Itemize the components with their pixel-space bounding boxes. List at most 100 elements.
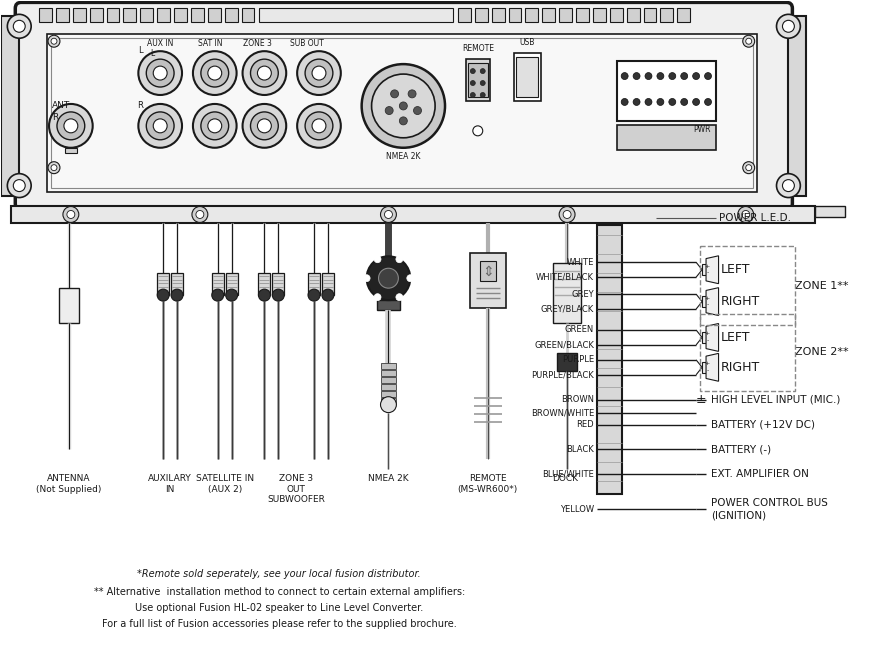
Text: POWER CONTROL BUS
(IGNITION): POWER CONTROL BUS (IGNITION) — [711, 498, 828, 520]
Text: WHITE: WHITE — [567, 258, 594, 267]
Bar — [557, 353, 577, 371]
Circle shape — [363, 275, 370, 282]
Bar — [644, 8, 656, 22]
Text: LEFT: LEFT — [721, 331, 751, 344]
Bar — [660, 8, 674, 22]
Circle shape — [312, 66, 326, 80]
Bar — [597, 225, 622, 495]
Text: NMEA 2K: NMEA 2K — [368, 474, 409, 484]
Bar — [322, 273, 334, 295]
Circle shape — [139, 51, 182, 95]
Bar — [480, 262, 496, 281]
Bar — [517, 57, 538, 97]
Text: AUX IN: AUX IN — [147, 39, 174, 48]
Circle shape — [743, 162, 755, 174]
Text: RIGHT: RIGHT — [721, 361, 760, 374]
Bar — [89, 8, 103, 22]
Circle shape — [7, 174, 32, 197]
Circle shape — [621, 73, 628, 80]
Text: RED: RED — [576, 420, 594, 429]
Circle shape — [743, 35, 755, 47]
Circle shape — [372, 74, 435, 138]
Text: ZONE 3
OUT
SUBWOOFER: ZONE 3 OUT SUBWOOFER — [267, 474, 325, 504]
Bar — [702, 361, 706, 373]
Circle shape — [297, 104, 341, 148]
Bar — [458, 8, 471, 22]
Bar — [124, 8, 136, 22]
Bar — [47, 34, 757, 191]
Circle shape — [657, 99, 664, 105]
Circle shape — [470, 80, 475, 86]
Text: L: L — [138, 46, 143, 55]
Text: GREEN: GREEN — [565, 326, 594, 334]
Bar — [700, 313, 795, 391]
Circle shape — [379, 268, 398, 288]
Circle shape — [645, 99, 652, 105]
Circle shape — [64, 119, 78, 133]
Circle shape — [560, 206, 575, 223]
Bar — [617, 125, 716, 150]
Circle shape — [51, 165, 57, 171]
Text: ** Alternative  installation method to connect to certain external amplifiers:: ** Alternative installation method to co… — [94, 587, 465, 597]
Circle shape — [57, 112, 85, 140]
Bar — [627, 8, 639, 22]
Bar — [553, 263, 581, 323]
Text: SUB OUT: SUB OUT — [290, 39, 324, 48]
Polygon shape — [706, 256, 718, 284]
Text: REMOTE: REMOTE — [462, 44, 494, 53]
Circle shape — [367, 256, 410, 300]
Circle shape — [481, 93, 485, 97]
Circle shape — [208, 119, 222, 133]
Text: SAT IN: SAT IN — [197, 39, 222, 48]
Text: BLACK: BLACK — [567, 445, 594, 454]
Bar — [211, 273, 224, 295]
Circle shape — [414, 106, 422, 114]
Circle shape — [13, 20, 25, 32]
Circle shape — [308, 289, 320, 301]
Circle shape — [390, 90, 398, 98]
Circle shape — [193, 51, 237, 95]
Bar — [492, 8, 504, 22]
Bar — [260, 8, 453, 22]
Text: R: R — [138, 101, 143, 110]
Bar — [107, 8, 119, 22]
Bar — [702, 264, 706, 275]
Circle shape — [243, 51, 286, 95]
Circle shape — [693, 73, 700, 80]
Circle shape — [776, 14, 801, 38]
Text: R: R — [52, 113, 58, 122]
Bar — [466, 59, 489, 101]
Circle shape — [201, 112, 229, 140]
Circle shape — [7, 14, 32, 38]
Bar — [140, 8, 153, 22]
Bar — [51, 38, 752, 188]
Bar — [702, 296, 706, 307]
Text: +: + — [705, 295, 710, 300]
Circle shape — [399, 102, 407, 110]
Circle shape — [67, 210, 75, 219]
Text: BROWN: BROWN — [561, 395, 594, 404]
Bar — [381, 363, 396, 369]
Circle shape — [621, 99, 628, 105]
Circle shape — [563, 210, 571, 219]
Text: POWER L.E.D.: POWER L.E.D. — [719, 214, 791, 223]
Circle shape — [258, 119, 271, 133]
Circle shape — [481, 69, 485, 73]
Circle shape — [633, 99, 640, 105]
Circle shape — [470, 93, 475, 97]
Circle shape — [742, 210, 750, 219]
Circle shape — [374, 256, 381, 263]
Circle shape — [396, 294, 403, 300]
Bar — [225, 8, 238, 22]
Bar — [191, 8, 203, 22]
Circle shape — [49, 104, 93, 148]
Text: +: + — [705, 332, 710, 336]
Circle shape — [381, 206, 396, 223]
Circle shape — [225, 289, 238, 301]
Bar — [157, 273, 169, 295]
Circle shape — [782, 20, 795, 32]
Circle shape — [693, 99, 700, 105]
Circle shape — [193, 104, 237, 148]
Text: LEFT: LEFT — [721, 263, 751, 276]
Circle shape — [470, 69, 475, 73]
